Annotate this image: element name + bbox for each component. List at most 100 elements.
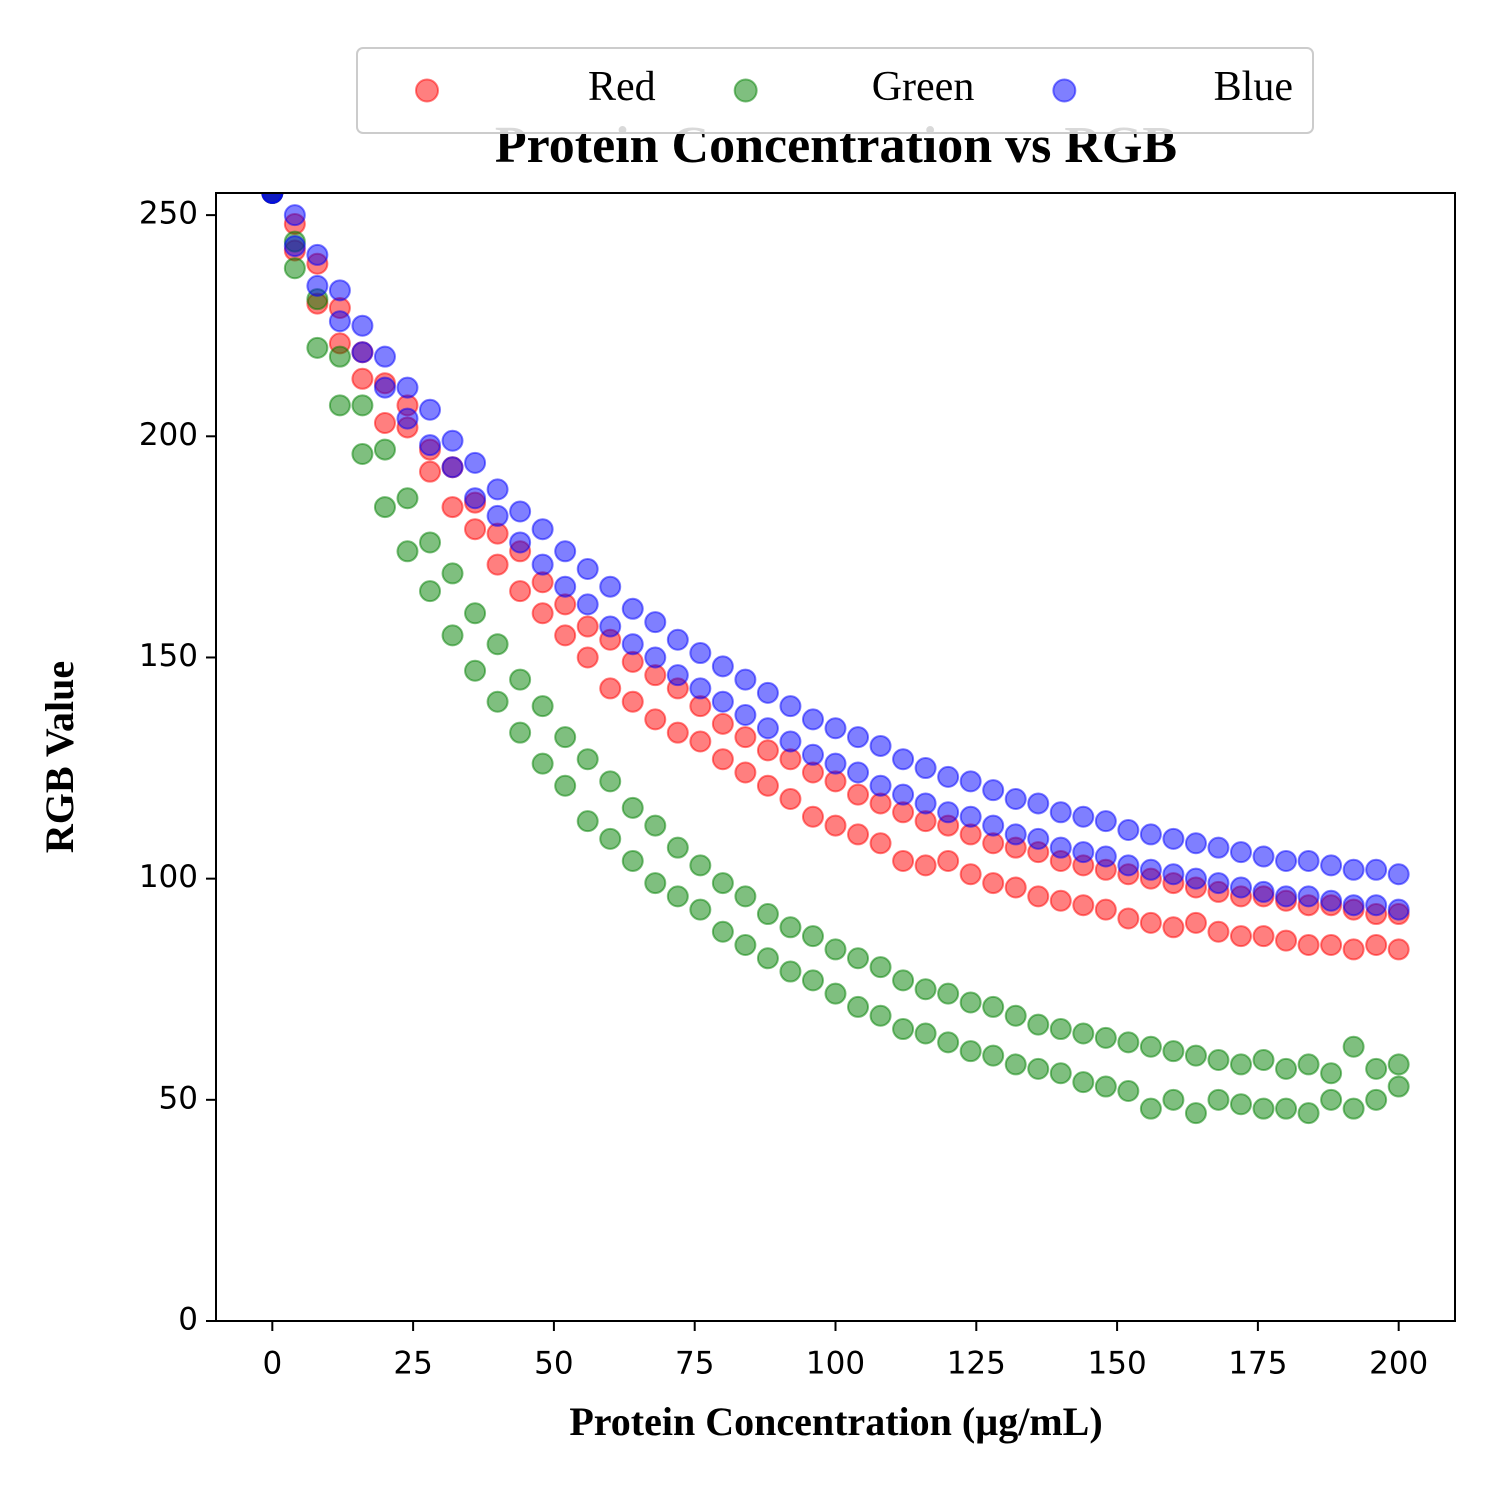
data-point bbox=[1027, 792, 1050, 815]
data-point bbox=[779, 960, 802, 983]
legend-marker bbox=[1052, 78, 1077, 103]
data-point bbox=[599, 677, 622, 700]
data-point bbox=[1004, 823, 1027, 846]
data-point bbox=[1229, 925, 1252, 948]
y-tick-label: 200 bbox=[139, 417, 198, 453]
data-point bbox=[1229, 841, 1252, 864]
data-point bbox=[419, 580, 442, 603]
data-point bbox=[734, 703, 757, 726]
data-point bbox=[283, 257, 306, 280]
data-point bbox=[1252, 845, 1275, 868]
data-point bbox=[644, 611, 667, 634]
data-point bbox=[306, 274, 329, 297]
data-point bbox=[959, 805, 982, 828]
data-point bbox=[666, 836, 689, 859]
data-point bbox=[756, 717, 779, 740]
data-point bbox=[531, 518, 554, 541]
data-point bbox=[486, 690, 509, 713]
data-point bbox=[756, 774, 779, 797]
data-point bbox=[576, 748, 599, 771]
data-point bbox=[1365, 894, 1388, 917]
data-point bbox=[1252, 1097, 1275, 1120]
data-point bbox=[779, 695, 802, 718]
data-point bbox=[1252, 880, 1275, 903]
data-point bbox=[1320, 934, 1343, 956]
legend: Red Green Blue bbox=[356, 47, 1314, 134]
data-point bbox=[576, 810, 599, 833]
data-point bbox=[621, 796, 644, 819]
data-point bbox=[1139, 823, 1162, 846]
legend-box bbox=[356, 47, 1314, 134]
x-axis-label: Protein Concentration (µg/mL) bbox=[569, 1399, 1102, 1444]
data-point bbox=[1117, 818, 1140, 841]
data-point bbox=[351, 341, 374, 364]
data-point bbox=[1297, 1053, 1320, 1076]
data-point bbox=[419, 398, 442, 421]
data-point bbox=[1252, 925, 1275, 948]
data-point bbox=[1252, 1049, 1275, 1072]
data-point bbox=[509, 580, 532, 603]
data-point bbox=[644, 872, 667, 895]
data-point bbox=[847, 823, 870, 846]
data-point bbox=[1275, 885, 1298, 908]
data-point bbox=[892, 748, 915, 771]
data-point bbox=[779, 788, 802, 811]
data-point bbox=[937, 765, 960, 788]
data-point bbox=[1094, 845, 1117, 868]
data-point bbox=[1207, 1049, 1230, 1072]
data-point bbox=[892, 969, 915, 992]
y-tick-label: 0 bbox=[178, 1302, 198, 1338]
data-point bbox=[576, 593, 599, 616]
data-point bbox=[1004, 1053, 1027, 1076]
data-point bbox=[914, 978, 937, 1001]
data-point bbox=[464, 451, 487, 474]
data-point bbox=[982, 872, 1005, 895]
data-point bbox=[1162, 916, 1185, 939]
data-point bbox=[1229, 876, 1252, 899]
axes-frame bbox=[215, 192, 1456, 1322]
data-point bbox=[644, 708, 667, 731]
data-point bbox=[1297, 934, 1320, 956]
data-point bbox=[599, 827, 622, 850]
data-point bbox=[914, 757, 937, 780]
data-point bbox=[756, 903, 779, 926]
data-point bbox=[1365, 934, 1388, 956]
data-point bbox=[959, 863, 982, 886]
data-point bbox=[1297, 1102, 1320, 1125]
x-tick-label: 0 bbox=[262, 1346, 282, 1382]
data-point bbox=[869, 832, 892, 855]
data-point bbox=[1049, 1062, 1072, 1085]
data-point bbox=[711, 920, 734, 943]
data-point bbox=[373, 496, 396, 519]
data-point bbox=[554, 726, 577, 749]
data-point bbox=[1387, 1053, 1410, 1076]
data-point bbox=[1342, 894, 1365, 917]
data-point bbox=[982, 1044, 1005, 1067]
data-point bbox=[441, 429, 464, 452]
y-tick-label: 50 bbox=[159, 1080, 198, 1116]
data-point bbox=[892, 849, 915, 872]
data-point bbox=[1139, 911, 1162, 934]
data-point bbox=[1275, 1097, 1298, 1120]
data-point bbox=[441, 496, 464, 519]
x-tick-label: 50 bbox=[534, 1346, 573, 1382]
data-point bbox=[576, 558, 599, 580]
data-point bbox=[1094, 1075, 1117, 1098]
data-point bbox=[711, 748, 734, 771]
data-point bbox=[1049, 889, 1072, 912]
data-point bbox=[1072, 841, 1095, 864]
data-point bbox=[531, 695, 554, 718]
data-point bbox=[1004, 1004, 1027, 1027]
data-point bbox=[1117, 1079, 1140, 1102]
x-tick-label: 150 bbox=[1088, 1346, 1147, 1382]
data-point bbox=[1117, 907, 1140, 930]
data-point bbox=[1139, 858, 1162, 881]
data-point bbox=[869, 1004, 892, 1027]
data-point bbox=[689, 730, 712, 753]
x-tick-label: 125 bbox=[947, 1346, 1006, 1382]
data-point bbox=[1207, 1088, 1230, 1111]
data-point bbox=[644, 646, 667, 669]
legend-label: Green bbox=[872, 64, 975, 110]
